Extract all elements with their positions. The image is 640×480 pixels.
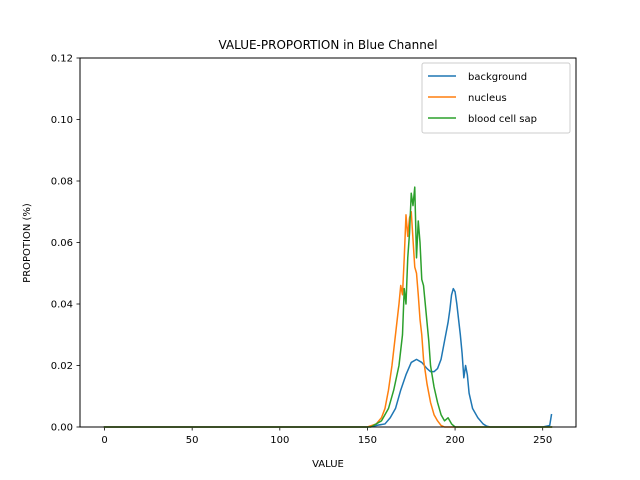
y-tick-label: 0.10 [51, 115, 73, 126]
legend-label-background: background [468, 72, 527, 83]
y-tick-label: 0.06 [51, 238, 73, 249]
x-tick-label: 200 [446, 435, 465, 446]
series-line-background [103, 287, 553, 428]
y-tick-label: 0.12 [51, 54, 73, 65]
y-axis-label: PROPOTION (%) [22, 203, 33, 283]
x-tick-label: 150 [358, 435, 377, 446]
series-line-blood-cell-sap [103, 186, 553, 428]
chart-title: VALUE-PROPORTION in Blue Channel [218, 38, 437, 52]
legend-label-blood-cell-sap: blood cell sap [468, 114, 537, 125]
legend: background nucleus blood cell sap [421, 62, 571, 134]
y-tick-label: 0.08 [51, 177, 73, 188]
x-tick-label: 50 [186, 435, 199, 446]
legend-label-nucleus: nucleus [468, 93, 507, 104]
y-tick-label: 0.04 [51, 300, 73, 311]
y-tick-label: 0.02 [51, 361, 73, 372]
x-tick-label: 250 [533, 435, 552, 446]
y-tick-label: 0.00 [51, 423, 73, 434]
x-axis-label: VALUE [312, 459, 344, 470]
plot-frame [79, 57, 577, 428]
x-tick-label: 100 [270, 435, 289, 446]
legend-box [421, 62, 571, 134]
lines-layer [103, 186, 553, 428]
x-tick-label: 0 [101, 435, 107, 446]
ticks-layer: 0 50 100 150 200 250 0.00 0.02 0.04 0.06 0.08 0.10 0… [51, 54, 553, 447]
